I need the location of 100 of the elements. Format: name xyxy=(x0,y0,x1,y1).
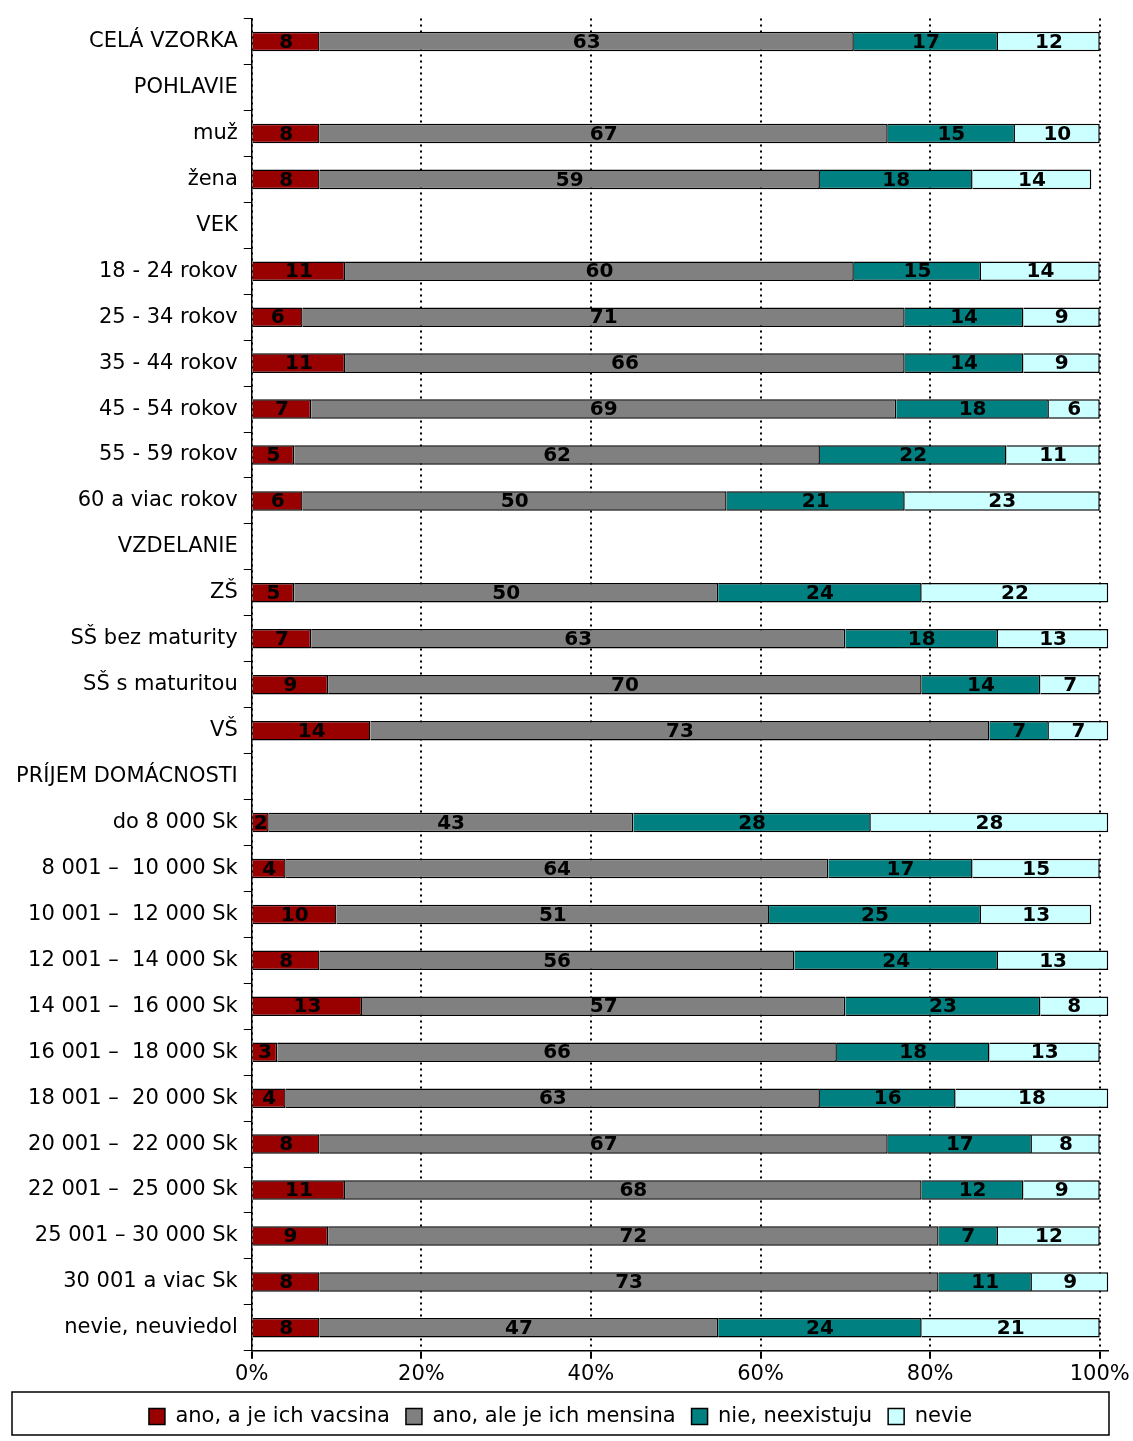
data-label: 71 xyxy=(589,304,618,329)
data-label: 22 xyxy=(899,442,928,467)
y-tick-label: 25 001 – 30 000 Sk xyxy=(34,1222,239,1247)
data-label: 62 xyxy=(543,442,571,467)
data-label: 6 xyxy=(270,488,285,513)
data-label: 8 xyxy=(279,1315,294,1340)
data-label: 8 xyxy=(1058,1131,1073,1156)
x-tick-label: 80% xyxy=(906,1360,954,1385)
data-label: 18 xyxy=(899,1039,928,1064)
data-label: 11 xyxy=(1039,442,1068,467)
y-tick-label: CELÁ VZORKA xyxy=(88,27,239,53)
y-tick-label: do 8 000 Sk xyxy=(112,808,239,833)
data-label: 8 xyxy=(279,28,294,53)
data-label: 8 xyxy=(1067,993,1082,1018)
x-tick-label: 100% xyxy=(1069,1360,1130,1385)
data-label: 24 xyxy=(806,1315,834,1340)
data-label: 18 xyxy=(907,625,936,650)
data-label: 14 xyxy=(950,350,979,375)
data-label: 63 xyxy=(538,1085,567,1110)
y-tick-label: 18 001 – 20 000 Sk xyxy=(28,1084,239,1109)
y-tick-label: 8 001 – 10 000 Sk xyxy=(41,854,239,879)
data-label: 23 xyxy=(928,993,957,1018)
data-label: 18 xyxy=(1018,1085,1046,1110)
data-label: 16 xyxy=(873,1085,902,1110)
data-label: 10 xyxy=(280,901,309,926)
data-label: 7 xyxy=(1071,717,1086,742)
y-tick-label: VŠ xyxy=(210,716,238,742)
y-tick-label: 35 - 44 rokov xyxy=(99,349,238,374)
data-label: 9 xyxy=(1054,1177,1069,1202)
data-label: 50 xyxy=(500,488,529,513)
y-tick-label: nevie, neuviedol xyxy=(64,1314,238,1339)
data-label: 73 xyxy=(666,717,694,742)
data-label: 64 xyxy=(543,855,571,880)
data-label: 11 xyxy=(284,350,313,375)
data-label: 28 xyxy=(975,809,1004,834)
y-tick-label: 10 001 – 12 000 Sk xyxy=(28,900,239,925)
data-label: 9 xyxy=(283,671,298,696)
data-label: 4 xyxy=(262,1085,277,1110)
data-label: 70 xyxy=(610,671,639,696)
legend-label: nie, neexistuju xyxy=(718,1402,873,1427)
data-label: 14 xyxy=(950,304,979,329)
data-label: 12 xyxy=(1034,28,1063,53)
data-label: 6 xyxy=(1067,396,1082,421)
data-label: 9 xyxy=(1054,350,1069,375)
data-label: 67 xyxy=(589,1131,618,1156)
data-label: 13 xyxy=(1039,947,1068,972)
data-label: 8 xyxy=(279,1131,294,1156)
data-label: 5 xyxy=(266,580,281,605)
data-label: 10 xyxy=(1043,120,1072,145)
data-label: 25 xyxy=(861,901,889,926)
y-tick-label: muž xyxy=(192,119,238,144)
data-label: 14 xyxy=(297,717,326,742)
data-label: 60 xyxy=(585,258,614,283)
data-label: 23 xyxy=(988,488,1017,513)
data-label: 8 xyxy=(279,166,294,191)
data-label: 9 xyxy=(1063,1269,1078,1294)
data-label: 14 xyxy=(967,671,995,696)
data-label: 14 xyxy=(1026,258,1055,283)
legend-label: ano, a je ich vacsina xyxy=(175,1402,390,1427)
y-tick-label: VZDELANIE xyxy=(117,533,238,558)
data-label: 22 xyxy=(1001,580,1029,605)
y-tick-label: PRÍJEM DOMÁCNOSTI xyxy=(15,762,238,788)
data-label: 9 xyxy=(1054,304,1069,329)
legend-label: ano, ale je ich mensina xyxy=(432,1402,676,1427)
data-label: 43 xyxy=(437,809,465,834)
y-tick-label: 14 001 – 16 000 Sk xyxy=(28,992,239,1017)
data-label: 7 xyxy=(1063,671,1078,696)
y-tick-label: SŠ bez maturity xyxy=(70,624,238,650)
data-label: 13 xyxy=(1030,1039,1059,1064)
data-label: 3 xyxy=(258,1039,272,1064)
data-label: 57 xyxy=(589,993,618,1018)
y-tick-label: 45 - 54 rokov xyxy=(99,395,238,420)
data-label: 17 xyxy=(912,28,940,53)
data-label: 7 xyxy=(1012,717,1027,742)
data-label: 8 xyxy=(279,1269,294,1294)
data-label: 15 xyxy=(903,258,932,283)
data-label: 7 xyxy=(961,1223,976,1248)
x-tick-label: 60% xyxy=(737,1360,784,1385)
y-tick-label: ZŠ xyxy=(210,578,238,604)
data-label: 21 xyxy=(996,1315,1025,1340)
data-label: 4 xyxy=(262,855,277,880)
data-label: 51 xyxy=(538,901,567,926)
data-label: 50 xyxy=(492,580,521,605)
y-tick-label: SŠ s maturitou xyxy=(83,670,238,696)
x-tick-label: 40% xyxy=(567,1360,615,1385)
data-label: 28 xyxy=(738,809,767,834)
y-tick-label: 55 - 59 rokov xyxy=(99,441,238,466)
data-label: 5 xyxy=(266,442,281,467)
data-label: 24 xyxy=(806,580,834,605)
data-label: 56 xyxy=(543,947,571,972)
data-label: 59 xyxy=(555,166,584,191)
data-label: 7 xyxy=(274,396,289,421)
legend-label: nevie xyxy=(914,1402,973,1427)
y-tick-label: žena xyxy=(187,165,238,190)
data-label: 18 xyxy=(882,166,911,191)
data-label: 17 xyxy=(886,855,915,880)
data-label: 12 xyxy=(1034,1223,1063,1248)
y-tick-label: 18 - 24 rokov xyxy=(99,257,238,282)
y-tick-label: 25 - 34 rokov xyxy=(99,303,238,328)
data-label: 72 xyxy=(619,1223,648,1248)
